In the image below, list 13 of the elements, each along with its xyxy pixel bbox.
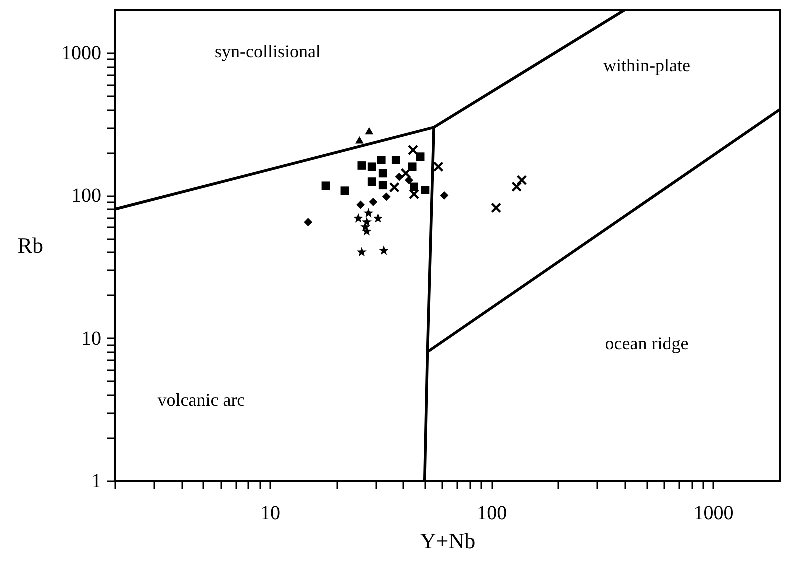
annotation: ocean ridge	[605, 333, 689, 354]
y-tick-label: 1	[92, 470, 102, 492]
x-tick-label: 10	[260, 502, 280, 524]
annotation: volcanic arc	[158, 390, 246, 410]
y-tick-label: 100	[72, 185, 102, 208]
x-tick-label: 100	[477, 502, 508, 524]
annotation: within-plate	[604, 56, 690, 76]
y-tick-label: 10	[82, 328, 102, 350]
x-axis-title: Y+Nb	[420, 528, 476, 554]
x-tick-label: 1000	[694, 502, 734, 524]
y-axis-title: Rb	[18, 233, 44, 258]
y-tick-label: 1000	[62, 42, 102, 64]
annotation: syn-collisional	[214, 41, 321, 62]
